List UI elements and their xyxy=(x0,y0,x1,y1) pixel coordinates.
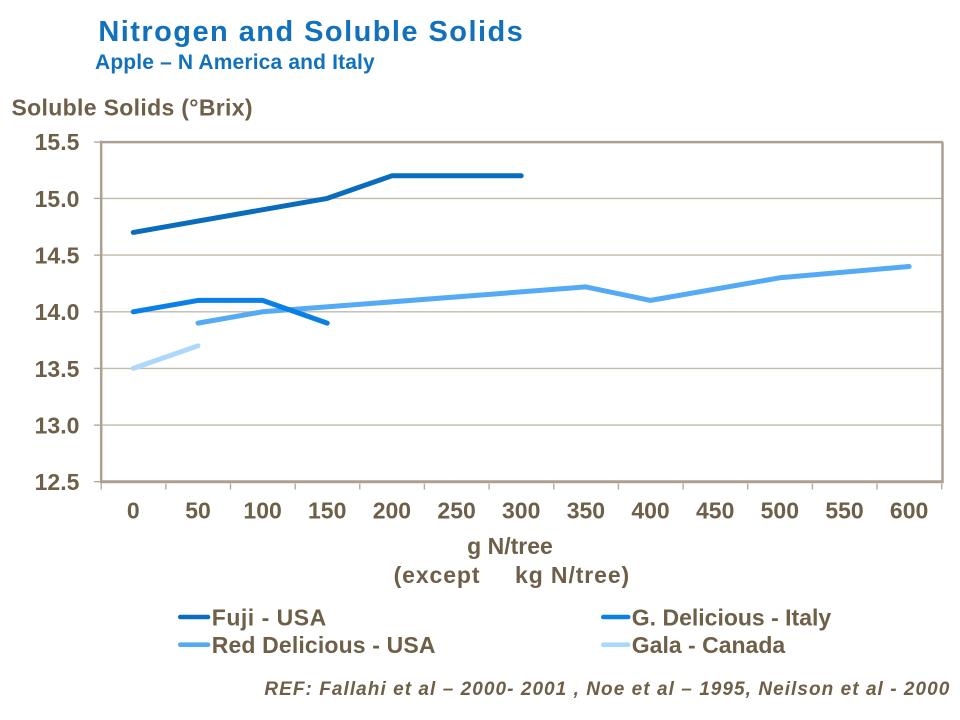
svg-text:g N/tree: g N/tree xyxy=(467,533,553,559)
svg-text:15.5: 15.5 xyxy=(35,129,80,155)
svg-text:100: 100 xyxy=(243,498,281,524)
svg-text:14.5: 14.5 xyxy=(35,243,80,269)
svg-text:350: 350 xyxy=(567,498,605,524)
svg-text:0: 0 xyxy=(127,498,140,524)
svg-text:13.0: 13.0 xyxy=(35,413,80,439)
svg-text:15.0: 15.0 xyxy=(35,186,80,212)
svg-text:13.5: 13.5 xyxy=(35,356,80,382)
svg-text:50: 50 xyxy=(185,498,211,524)
svg-text:Gala - Canada: Gala - Canada xyxy=(632,632,786,658)
svg-text:kg N/tree): kg N/tree) xyxy=(515,562,630,588)
svg-text:G. Delicious - Italy: G. Delicious - Italy xyxy=(632,605,832,631)
svg-text:14.0: 14.0 xyxy=(35,299,80,325)
svg-text:250: 250 xyxy=(437,498,475,524)
svg-text:Apple – N America and Italy: Apple – N America and Italy xyxy=(95,51,375,74)
svg-text:200: 200 xyxy=(373,498,411,524)
svg-text:300: 300 xyxy=(502,498,540,524)
svg-text:550: 550 xyxy=(825,498,863,524)
svg-text:500: 500 xyxy=(761,498,799,524)
svg-text:Nitrogen and Soluble Solids: Nitrogen and Soluble Solids xyxy=(98,16,524,48)
svg-text:12.5: 12.5 xyxy=(35,469,80,495)
svg-text:450: 450 xyxy=(696,498,734,524)
svg-text:Soluble Solids (°Brix): Soluble Solids (°Brix) xyxy=(12,95,253,121)
svg-text:600: 600 xyxy=(890,498,928,524)
svg-text:REF: Fallahi et al – 2000- 200: REF: Fallahi et al – 2000- 2001 , Noe et… xyxy=(264,679,950,700)
svg-text:400: 400 xyxy=(631,498,669,524)
svg-text:Red Delicious - USA: Red Delicious - USA xyxy=(212,632,436,658)
svg-text:150: 150 xyxy=(308,498,346,524)
svg-text:Fuji - USA: Fuji - USA xyxy=(212,605,327,631)
svg-text:(except: (except xyxy=(394,562,481,588)
